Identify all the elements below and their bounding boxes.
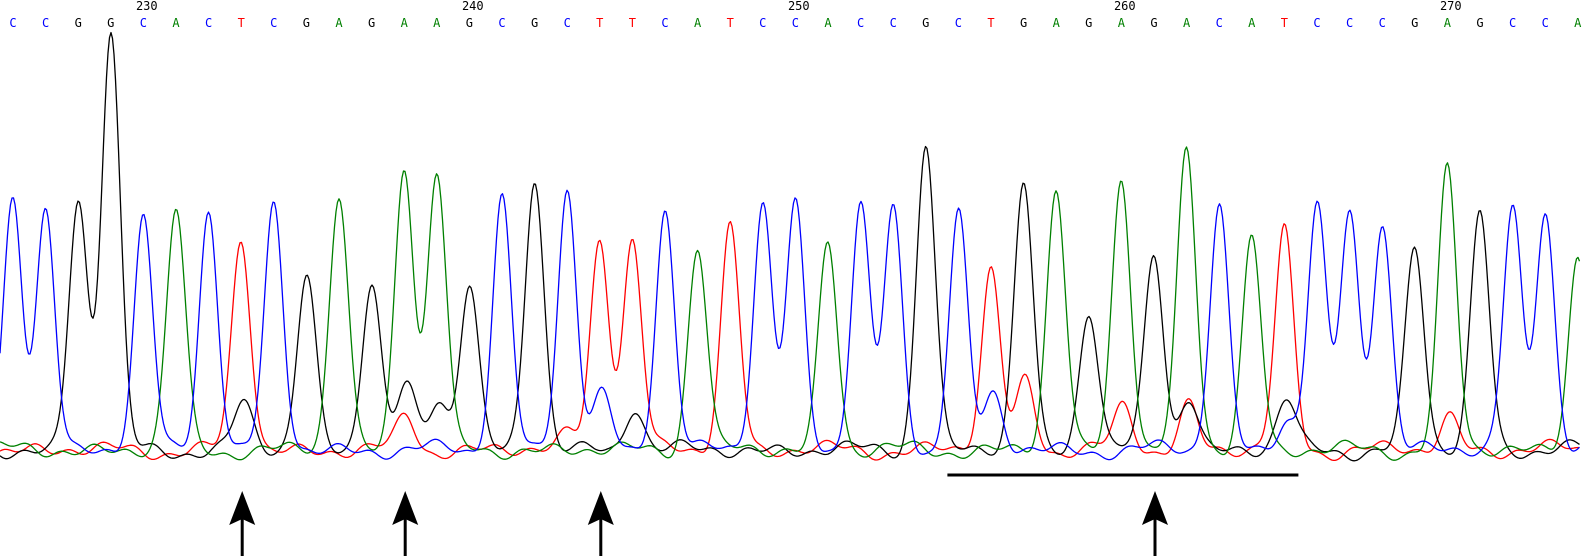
base-call-36: A xyxy=(1183,16,1191,30)
trace-a xyxy=(0,146,1581,461)
base-call-4: C xyxy=(140,16,147,30)
base-call-1: C xyxy=(42,16,49,30)
base-call-19: T xyxy=(629,16,636,30)
base-call-46: C xyxy=(1509,16,1516,30)
base-call-38: A xyxy=(1248,16,1256,30)
position-label-250: 250 xyxy=(788,0,810,13)
base-call-22: T xyxy=(727,16,734,30)
position-label-270: 270 xyxy=(1440,0,1462,13)
base-call-10: A xyxy=(335,16,343,30)
trace-area xyxy=(0,31,1581,462)
base-call-32: A xyxy=(1053,16,1061,30)
base-call-9: G xyxy=(303,16,310,30)
base-call-42: C xyxy=(1379,16,1386,30)
arrow-marker-1 xyxy=(392,491,419,556)
base-call-7: T xyxy=(238,16,245,30)
base-call-40: C xyxy=(1313,16,1320,30)
base-call-17: C xyxy=(564,16,571,30)
base-call-34: A xyxy=(1118,16,1126,30)
base-call-47: C xyxy=(1542,16,1549,30)
base-call-41: C xyxy=(1346,16,1353,30)
base-call-33: G xyxy=(1085,16,1092,30)
base-call-30: T xyxy=(987,16,994,30)
base-call-0: C xyxy=(9,16,16,30)
base-call-31: G xyxy=(1020,16,1027,30)
position-label-240: 240 xyxy=(462,0,484,13)
annotation-layer xyxy=(229,473,1299,556)
base-call-29: C xyxy=(955,16,962,30)
position-ruler: 230 240 250 260 270 xyxy=(136,0,1462,13)
base-call-39: T xyxy=(1281,16,1288,30)
trace-t xyxy=(0,220,1580,462)
base-call-45: G xyxy=(1476,16,1483,30)
base-call-14: G xyxy=(466,16,473,30)
trace-g xyxy=(0,31,1580,462)
base-call-28: G xyxy=(922,16,929,30)
base-call-27: C xyxy=(890,16,897,30)
base-call-25: A xyxy=(824,16,832,30)
base-call-23: C xyxy=(759,16,766,30)
base-call-6: C xyxy=(205,16,212,30)
base-call-21: A xyxy=(694,16,702,30)
base-call-12: A xyxy=(401,16,409,30)
base-call-20: C xyxy=(661,16,668,30)
arrow-marker-0 xyxy=(229,491,256,556)
base-call-5: A xyxy=(172,16,180,30)
base-call-35: G xyxy=(1150,16,1157,30)
base-call-16: G xyxy=(531,16,538,30)
base-call-15: C xyxy=(498,16,505,30)
base-call-11: G xyxy=(368,16,375,30)
base-call-43: G xyxy=(1411,16,1418,30)
base-call-48: A xyxy=(1574,16,1582,30)
base-call-24: C xyxy=(792,16,799,30)
base-call-44: A xyxy=(1444,16,1452,30)
base-call-8: C xyxy=(270,16,277,30)
base-call-26: C xyxy=(857,16,864,30)
base-call-18: T xyxy=(596,16,603,30)
base-call-3: G xyxy=(107,16,114,30)
arrow-marker-3 xyxy=(1142,491,1168,556)
position-label-260: 260 xyxy=(1114,0,1136,13)
base-call-37: C xyxy=(1216,16,1223,30)
base-call-13: A xyxy=(433,16,441,30)
trace-c xyxy=(0,189,1580,461)
arrow-marker-2 xyxy=(587,491,614,556)
base-call-2: G xyxy=(75,16,82,30)
position-label-230: 230 xyxy=(136,0,158,13)
